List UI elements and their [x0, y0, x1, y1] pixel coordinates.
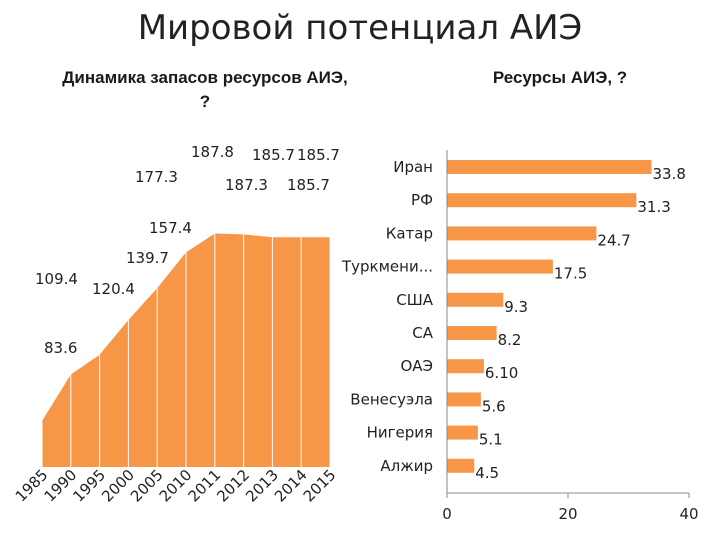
bar-category-label: РФ	[411, 191, 433, 209]
bar-data-label: 5.6	[482, 397, 506, 415]
bar-category-label: США	[396, 291, 434, 309]
bar-category-label: Венесуэла	[350, 390, 433, 408]
area-data-label: 109.4	[35, 270, 78, 288]
bar-category-label: Катар	[386, 224, 433, 242]
area-data-label: 120.4	[92, 280, 135, 298]
bar-data-label: 8.2	[498, 331, 522, 349]
bar	[447, 193, 637, 208]
area-data-label: 187.8	[191, 143, 234, 161]
area-data-label: 185.7	[287, 176, 330, 194]
bar-category-label: Туркмени...	[341, 258, 433, 276]
bar-x-tick-label: 40	[679, 505, 698, 523]
bar	[447, 326, 497, 340]
bar-category-label: Алжир	[380, 457, 433, 475]
bar	[447, 359, 484, 374]
area-data-label: 157.4	[149, 219, 192, 237]
bar-category-label: ОАЭ	[400, 357, 433, 375]
bar	[447, 458, 475, 473]
bar-data-label: 9.3	[504, 298, 528, 316]
bar	[447, 425, 478, 440]
bar-data-label: 4.5	[475, 464, 499, 482]
area-data-label: 177.3	[135, 168, 178, 186]
bar-data-label: 33.8	[652, 165, 685, 183]
page-title: Мировой потенциал АИЭ	[137, 8, 583, 48]
bar	[447, 259, 553, 274]
area-data-label: 185.7	[297, 146, 340, 164]
bar	[447, 292, 504, 307]
bar-data-label: 24.7	[597, 231, 630, 249]
bar-data-label: 5.1	[479, 431, 503, 449]
bar-data-label: 17.5	[554, 265, 587, 283]
bar-category-label: Иран	[393, 158, 433, 176]
area-data-label: 187.3	[225, 176, 268, 194]
bar	[447, 160, 652, 174]
bar-chart-title: Ресурсы АИЭ, ?	[492, 68, 628, 87]
bar-x-tick-label: 0	[442, 505, 452, 523]
bar-x-tick-label: 20	[558, 505, 577, 523]
area-data-label: 139.7	[126, 249, 169, 267]
bar	[447, 226, 597, 241]
bar-category-label: Нигерия	[367, 424, 433, 442]
bar	[447, 392, 481, 407]
area-chart-title: Динамика запасов ресурсов АИЭ, ?	[62, 68, 348, 111]
bar-category-label: СА	[412, 324, 433, 342]
bar-data-label: 31.3	[637, 198, 670, 216]
area-data-label: 83.6	[44, 339, 77, 357]
bar-data-label: 6.10	[485, 364, 518, 382]
area-data-label: 185.7	[252, 146, 295, 164]
